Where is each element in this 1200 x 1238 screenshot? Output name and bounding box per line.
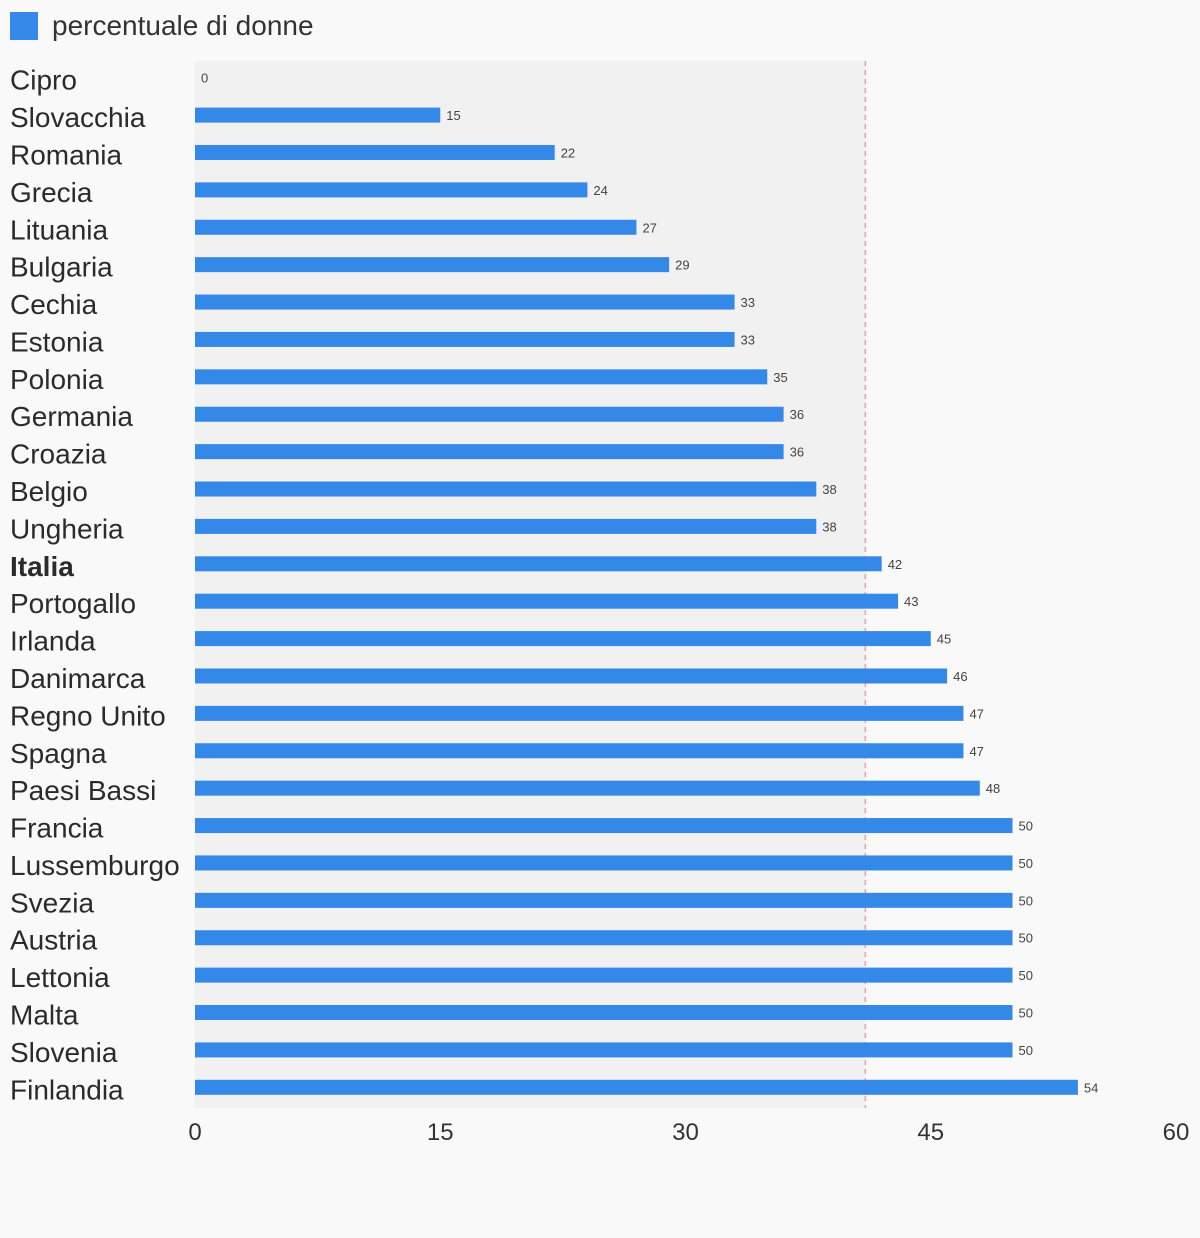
data-label: 15 — [446, 108, 460, 123]
data-label: 22 — [561, 145, 575, 160]
category-label: Lussemburgo — [10, 850, 180, 881]
data-label: 27 — [642, 220, 656, 235]
data-label: 38 — [822, 482, 836, 497]
data-label: 50 — [1019, 968, 1033, 983]
category-label: Finlandia — [10, 1074, 124, 1105]
data-label: 42 — [888, 557, 902, 572]
data-label: 50 — [1019, 819, 1033, 834]
bar-svezia — [195, 892, 1013, 908]
bar-cechia — [195, 294, 735, 310]
data-label: 48 — [986, 781, 1000, 796]
category-label: Paesi Bassi — [10, 775, 156, 806]
category-label: Grecia — [10, 177, 93, 208]
legend: percentuale di donne — [10, 8, 314, 44]
category-label: Danimarca — [10, 663, 146, 694]
data-label: 24 — [593, 183, 607, 198]
x-tick-label: 15 — [427, 1119, 454, 1146]
data-label: 46 — [953, 669, 967, 684]
x-tick-label: 30 — [672, 1119, 699, 1146]
category-label: Slovacchia — [10, 102, 146, 133]
category-label: Cechia — [10, 289, 98, 320]
data-label: 50 — [1019, 856, 1033, 871]
data-label: 0 — [201, 71, 208, 86]
bar-portogallo — [195, 593, 899, 609]
bar-irlanda — [195, 631, 931, 647]
bar-estonia — [195, 331, 735, 347]
bar-austria — [195, 930, 1013, 946]
bar-spagna — [195, 743, 964, 759]
category-label: Malta — [10, 1000, 79, 1031]
average-reference-label: Media Ue — [837, 637, 867, 748]
category-label: Regno Unito — [10, 700, 166, 731]
bar-lettonia — [195, 967, 1013, 983]
bar-finlandia — [195, 1079, 1078, 1095]
bar-grecia — [195, 182, 588, 198]
data-label: 36 — [790, 407, 804, 422]
bar-bulgaria — [195, 257, 670, 273]
bar-polonia — [195, 369, 768, 385]
category-label: Lituania — [10, 214, 109, 245]
data-label: 47 — [969, 744, 983, 759]
x-tick-label: 0 — [188, 1119, 201, 1146]
x-tick-label: 60 — [1163, 1119, 1190, 1146]
bar-lituania — [195, 219, 637, 235]
data-label: 47 — [969, 706, 983, 721]
bar-germania — [195, 406, 784, 422]
data-label: 33 — [741, 332, 755, 347]
bar-danimarca — [195, 668, 948, 684]
category-label: Bulgaria — [10, 252, 113, 283]
bar-lussemburgo — [195, 855, 1013, 871]
category-label: Romania — [10, 139, 122, 170]
data-label: 29 — [675, 258, 689, 273]
data-label: 50 — [1019, 1006, 1033, 1021]
data-label: 50 — [1019, 931, 1033, 946]
bar-ungheria — [195, 518, 817, 534]
data-label: 38 — [822, 519, 836, 534]
category-label: Portogallo — [10, 588, 136, 619]
category-label: Ungheria — [10, 513, 124, 544]
category-label: Croazia — [10, 439, 107, 470]
plot-area-background — [195, 61, 866, 1108]
category-label: Germania — [10, 401, 133, 432]
legend-label: percentuale di donne — [52, 10, 314, 41]
data-label: 50 — [1019, 1043, 1033, 1058]
bar-belgio — [195, 481, 817, 497]
category-label: Irlanda — [10, 626, 96, 657]
bar-malta — [195, 1005, 1013, 1021]
bar-regno-unito — [195, 705, 964, 721]
data-label: 54 — [1084, 1080, 1098, 1095]
data-label: 33 — [741, 295, 755, 310]
bar-italia — [195, 556, 882, 572]
category-label: Belgio — [10, 476, 88, 507]
bar-romania — [195, 144, 555, 160]
category-label: Cipro — [10, 65, 77, 96]
category-label: Slovenia — [10, 1037, 118, 1068]
bar-slovacchia — [195, 107, 441, 123]
data-label: 36 — [790, 445, 804, 460]
bar-croazia — [195, 444, 784, 460]
category-label: Francia — [10, 813, 104, 844]
x-tick-label: 45 — [917, 1119, 944, 1146]
category-label: Austria — [10, 925, 98, 956]
data-label: 43 — [904, 594, 918, 609]
category-label: Estonia — [10, 326, 104, 357]
legend-swatch — [10, 12, 38, 40]
data-label: 50 — [1019, 893, 1033, 908]
bar-francia — [195, 818, 1013, 834]
category-label: Spagna — [10, 738, 107, 769]
data-label: 35 — [773, 370, 787, 385]
bar-slovenia — [195, 1042, 1013, 1058]
bar-paesi-bassi — [195, 780, 980, 796]
category-label: Polonia — [10, 364, 104, 395]
category-label: Lettonia — [10, 962, 110, 993]
category-label: Italia — [10, 551, 74, 582]
category-label: Svezia — [10, 887, 94, 918]
data-label: 45 — [937, 632, 951, 647]
